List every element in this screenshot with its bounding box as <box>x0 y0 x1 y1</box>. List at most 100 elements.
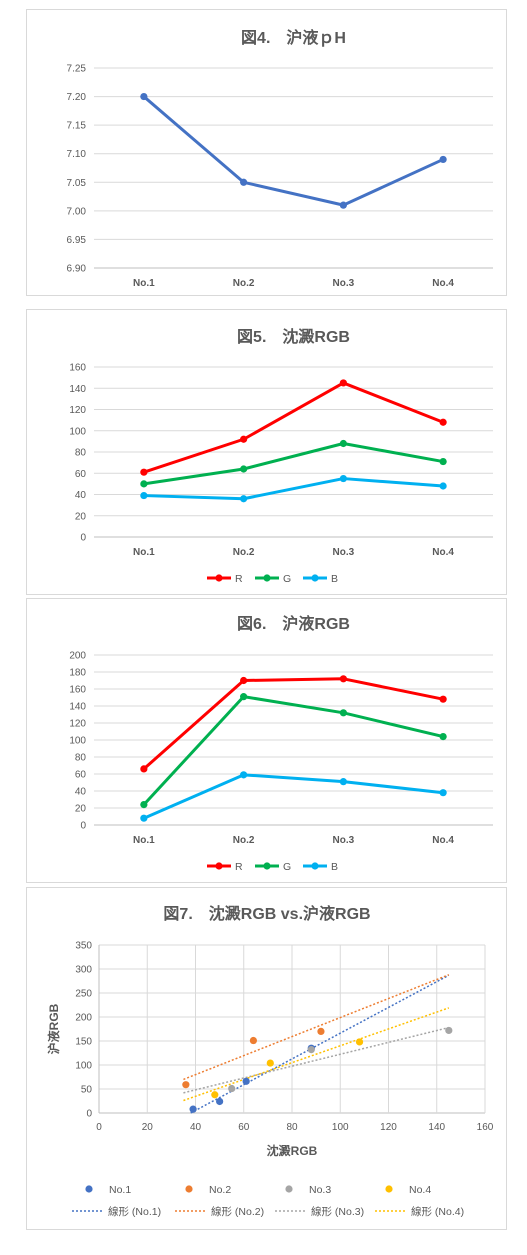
chart-ph: 図4. 沪液ｐH 7.25 7.20 7.15 7.10 7.05 7.00 6.95 6.90… <box>67 28 493 289</box>
data-point-B <box>339 778 347 786</box>
y-tick-label: 200 <box>69 651 86 662</box>
series-line-R <box>142 677 445 771</box>
legend-marker-no2 <box>185 1185 193 1193</box>
x-tick-label: 120 <box>380 1122 397 1133</box>
data-point-B <box>339 474 347 483</box>
data-point-G <box>140 801 148 809</box>
x-tick-label: No.2 <box>233 278 255 289</box>
data-point-R <box>339 379 347 387</box>
legend-label-B: B <box>331 573 338 585</box>
y-tick-label: 60 <box>75 469 87 480</box>
legend-marker-no4 <box>385 1185 393 1193</box>
x-tick-label: 140 <box>428 1122 445 1133</box>
x-tick-label: 0 <box>96 1122 102 1133</box>
data-point-R <box>140 765 148 773</box>
data-point-G <box>240 693 248 701</box>
x-tick-label: 100 <box>332 1122 349 1133</box>
y-tick-label: 7.10 <box>67 149 87 160</box>
chart-title: 図7. 沈澱RGB vs.沪液RGB <box>163 904 370 923</box>
chart-ph-panel: 図4. 沪液ｐH 7.25 7.20 7.15 7.10 7.05 7.00 6.95 6.90… <box>26 9 507 296</box>
series-line-B <box>142 477 445 501</box>
y-tick-label: 120 <box>69 719 86 730</box>
scatter-point-no2 <box>182 1081 190 1089</box>
legend-trendline-label-no1: 線形 (No.1) <box>108 1205 161 1218</box>
trendline-no4 <box>183 1007 450 1102</box>
chart-title: 図4. 沪液ｐH <box>241 28 346 48</box>
data-point-G <box>140 480 148 488</box>
data-point-ph <box>339 201 347 209</box>
chart-sediment-rgb-panel: 図5. 沈澱RGB 160 140 120 100 80 60 40 20 0 No.1 No.2 No… <box>26 309 507 595</box>
legend-marker-no1 <box>85 1185 93 1193</box>
y-tick-label: 250 <box>75 989 92 1000</box>
scatter-point-no4 <box>266 1059 274 1067</box>
data-point-G <box>339 709 347 717</box>
data-point-ph <box>140 92 148 101</box>
x-tick-label: No.4 <box>432 278 454 289</box>
legend-trendline-label-no3: 線形 (No.3) <box>311 1205 364 1218</box>
data-point-B <box>439 789 447 797</box>
y-tick-label: 6.90 <box>67 264 87 275</box>
y-tick-label: 7.15 <box>67 121 87 132</box>
chart-scatter: 図7. 沈澱RGB vs.沪液RGB 350 300 250 200 150 100 50 00… <box>46 904 494 1218</box>
y-tick-label: 160 <box>69 363 86 374</box>
scatter-point-no2 <box>317 1027 325 1035</box>
trendline-no2 <box>183 974 450 1081</box>
legend-label-R: R <box>235 573 243 585</box>
legend-marker-G <box>263 862 271 870</box>
data-point-G <box>339 439 347 448</box>
chart-scatter-panel: 図7. 沈澱RGB vs.沪液RGB 350 300 250 200 150 100 50 0 0… <box>26 887 507 1230</box>
y-tick-label: 150 <box>75 1037 92 1048</box>
x-tick-label: No.2 <box>233 835 255 846</box>
legend-label-no4: No.4 <box>409 1184 431 1196</box>
x-tick-label: No.4 <box>432 835 454 846</box>
y-tick-label: 100 <box>75 1061 92 1072</box>
legend-marker-G <box>263 574 271 582</box>
series-line-ph <box>142 95 445 207</box>
y-tick-label: 40 <box>75 787 87 798</box>
x-tick-label: No.2 <box>233 547 255 558</box>
y-tick-label: 0 <box>86 1109 92 1120</box>
y-tick-label: 7.05 <box>67 178 87 189</box>
y-tick-label: 160 <box>69 685 86 696</box>
y-tick-label: 100 <box>69 736 86 747</box>
y-tick-label: 20 <box>75 511 87 522</box>
y-tick-label: 80 <box>75 448 87 459</box>
trendline-no1 <box>190 974 450 1114</box>
data-point-B <box>240 771 248 779</box>
series-line-G <box>142 695 445 807</box>
scatter-point-no1 <box>189 1105 197 1113</box>
legend-label-no2: No.2 <box>209 1184 231 1196</box>
legend-label-B: B <box>331 861 338 873</box>
y-tick-label: 7.00 <box>67 206 87 217</box>
scatter-point-no4 <box>211 1091 219 1099</box>
data-point-ph <box>439 155 447 164</box>
legend-trendline-label-no2: 線形 (No.2) <box>211 1205 264 1218</box>
y-tick-label: 140 <box>69 384 86 395</box>
legend-label-no1: No.1 <box>109 1184 131 1196</box>
series-line-B <box>142 773 445 820</box>
data-point-R <box>240 435 248 443</box>
x-tick-label: No.1 <box>133 547 155 558</box>
legend-trendline-label-no4: 線形 (No.4) <box>411 1205 464 1218</box>
data-point-G <box>439 457 447 466</box>
x-axis-label: 沈澱RGB <box>267 1143 318 1158</box>
y-tick-label: 60 <box>75 770 87 781</box>
x-tick-label: 60 <box>238 1122 250 1133</box>
data-point-R <box>339 675 347 683</box>
scatter-point-no3 <box>445 1026 453 1035</box>
data-point-B <box>140 814 148 822</box>
legend-marker-R <box>215 574 223 582</box>
y-tick-label: 300 <box>75 965 92 976</box>
scatter-point-no1 <box>216 1097 224 1106</box>
x-tick-label: 40 <box>190 1122 202 1133</box>
data-point-R <box>439 695 447 703</box>
y-tick-label: 180 <box>69 668 86 679</box>
data-point-ph <box>240 178 248 186</box>
x-tick-label: No.1 <box>133 835 155 846</box>
scatter-point-no1 <box>242 1077 250 1085</box>
data-point-R <box>240 676 248 685</box>
series-line-R <box>142 381 445 474</box>
x-tick-label: 160 <box>477 1122 494 1133</box>
legend-label-G: G <box>283 861 291 873</box>
x-tick-label: No.1 <box>133 278 155 289</box>
